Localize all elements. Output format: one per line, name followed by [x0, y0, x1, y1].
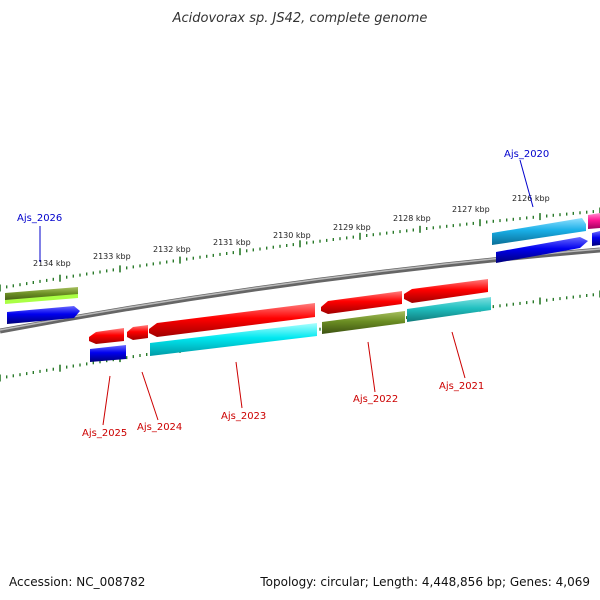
gene-label-2023[interactable]: Ajs_2023 — [221, 411, 266, 422]
tick-label-2131: 2131 kbp — [213, 238, 251, 247]
leader-2022 — [367, 341, 376, 393]
tick-label-2130: 2130 kbp — [273, 231, 311, 240]
gene-2026-olive-feature[interactable] — [5, 287, 78, 302]
tick-label-2134: 2134 kbp — [33, 259, 71, 268]
gene-label-2021[interactable]: Ajs_2021 — [439, 381, 484, 392]
tick-label-2127: 2127 kbp — [452, 205, 490, 214]
tick-label-2128: 2128 kbp — [393, 214, 431, 223]
gene-2023-cyan-feature[interactable] — [150, 323, 317, 356]
gene-label-2024[interactable]: Ajs_2024 — [137, 422, 182, 433]
gene-2022-arrow[interactable] — [321, 291, 402, 314]
tick-label-2133: 2133 kbp — [93, 252, 131, 261]
blue-feature-edge[interactable] — [592, 231, 600, 246]
leader-2023 — [235, 361, 243, 409]
scale-track-outer — [0, 207, 600, 292]
reverse-strand-genes — [89, 279, 491, 362]
tick-label-2132: 2132 kbp — [153, 245, 191, 254]
gene-2026-arrow[interactable] — [7, 306, 80, 324]
forward-strand-genes — [5, 213, 600, 324]
gene-label-2020[interactable]: Ajs_2020 — [504, 149, 549, 160]
gene-2024-arrow[interactable] — [127, 325, 148, 340]
genome-summary-text: Topology: circular; Length: 4,448,856 bp… — [259, 575, 590, 589]
gene-labels: Ajs_2020 Ajs_2021 Ajs_2022 Ajs_2023 Ajs_… — [17, 149, 549, 439]
gene-2020-sky-feature[interactable] — [492, 218, 586, 245]
gene-label-2025[interactable]: Ajs_2025 — [82, 428, 127, 439]
gene-2025-blue-feature[interactable] — [90, 345, 126, 362]
accession-text: Accession: NC_008782 — [9, 575, 145, 589]
gene-2025-arrow[interactable] — [89, 328, 124, 344]
tick-label-2129: 2129 kbp — [333, 223, 371, 232]
gene-2021-arrow[interactable] — [404, 279, 488, 303]
map-title: Acidovorax sp. JS42, complete genome — [172, 11, 428, 26]
leader-2020 — [519, 159, 534, 208]
tick-labels: 2134 kbp 2133 kbp 2132 kbp 2131 kbp 2130… — [33, 194, 550, 268]
gene-label-2026[interactable]: Ajs_2026 — [17, 213, 62, 224]
gene-label-2022[interactable]: Ajs_2022 — [353, 394, 398, 405]
gene-2026-lime-feature[interactable] — [5, 294, 78, 304]
gene-2022-olive-feature[interactable] — [322, 311, 405, 334]
leader-2021 — [451, 331, 466, 379]
gene-2023-arrow[interactable] — [149, 303, 315, 337]
leader-2024 — [141, 371, 159, 421]
pink-feature[interactable] — [588, 213, 600, 229]
gene-leaders — [39, 159, 534, 426]
gene-2020-arrow[interactable] — [496, 237, 588, 263]
leader-2025 — [102, 375, 111, 426]
gene-2021-teal-feature[interactable] — [407, 297, 491, 322]
